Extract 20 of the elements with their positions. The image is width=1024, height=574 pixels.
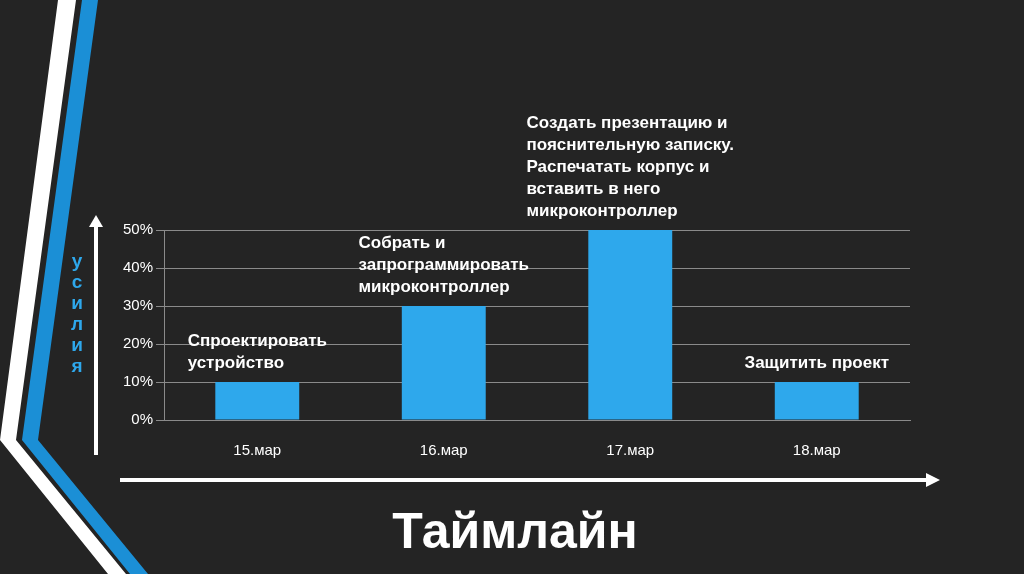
- bar: [401, 306, 486, 420]
- x-tick-label: 18.мар: [792, 441, 841, 459]
- annotation: Собрать и запрограммировать микроконтроллер: [358, 233, 529, 296]
- y-tick-label: 40%: [122, 258, 154, 276]
- bar: [588, 230, 673, 420]
- y-tick-label: 20%: [122, 334, 154, 352]
- x-tick-label: 17.мар: [606, 441, 655, 459]
- y-tick-label: 30%: [122, 296, 154, 314]
- annotation: Создать презентацию и пояснительную записку. Распечатать корпус и вставить в него микроконтроллер: [526, 113, 735, 220]
- bar: [215, 382, 300, 420]
- y-tick-label: 0%: [131, 410, 154, 428]
- y-tick-label: 10%: [122, 372, 154, 390]
- annotation: Защитить проект: [744, 353, 889, 372]
- y-tick-label: 50%: [122, 220, 154, 238]
- y-axis-title: усилия: [70, 250, 84, 376]
- bar: [774, 382, 859, 420]
- annotation: Спроектировать устройство: [187, 331, 327, 372]
- text: Таймлайн: [392, 502, 638, 559]
- x-tick-label: 15.мар: [233, 441, 282, 459]
- x-tick-label: 16.мар: [419, 441, 468, 459]
